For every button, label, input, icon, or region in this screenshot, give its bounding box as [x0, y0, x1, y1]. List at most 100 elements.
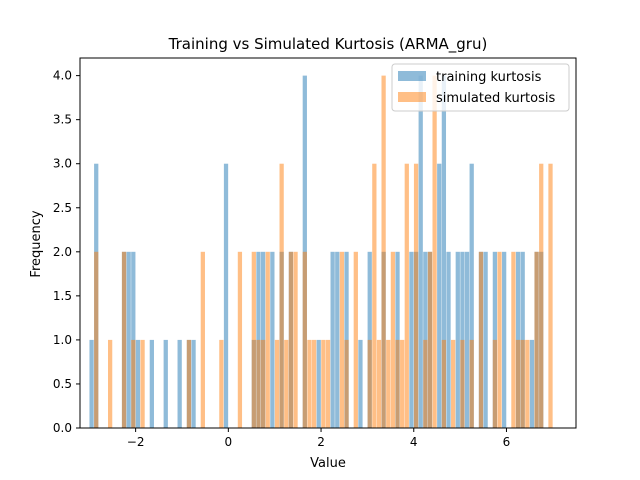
- bar-simulated-10: [256, 339, 261, 428]
- x-tick-label: 6: [503, 435, 511, 449]
- bar-simulated-48: [520, 339, 525, 428]
- bar-simulated-21: [321, 339, 326, 428]
- bar-simulated-32: [395, 339, 400, 428]
- bar-simulated-24: [344, 339, 349, 428]
- bar-simulated-52: [548, 163, 553, 428]
- bar-simulated-36: [423, 339, 428, 428]
- bar-simulated-50: [534, 251, 539, 428]
- bar-simulated-26: [367, 339, 372, 428]
- y-tick-label: 0.0: [53, 421, 72, 435]
- bar-training-32: [437, 163, 442, 428]
- bar-simulated-30: [386, 339, 391, 428]
- bar-training-21: [335, 251, 340, 428]
- bar-simulated-18: [302, 251, 307, 428]
- bar-training-40: [483, 251, 488, 428]
- bar-training-27: [409, 251, 414, 428]
- y-tick-label: 2.0: [53, 245, 72, 259]
- legend-swatch-training: [398, 71, 426, 81]
- bar-simulated-13: [274, 339, 280, 428]
- y-tick-label: 3.5: [53, 113, 72, 127]
- x-tick-label: 2: [317, 435, 325, 449]
- bar-simulated-25: [353, 251, 358, 428]
- legend-box: [391, 63, 570, 112]
- bar-training-35: [455, 251, 460, 428]
- bar-simulated-22: [325, 339, 331, 428]
- y-tick-label: 0.5: [53, 377, 72, 391]
- x-axis-label: Value: [310, 456, 346, 471]
- bar-simulated-29: [381, 75, 386, 429]
- legend-swatch-simulated: [398, 92, 426, 102]
- bar-simulated-39: [441, 339, 447, 428]
- bar-simulated-5: [186, 339, 192, 428]
- bar-training-29: [418, 75, 423, 429]
- bar-training-10: [191, 339, 196, 428]
- bar-simulated-19: [307, 339, 312, 428]
- bar-simulated-16: [288, 251, 294, 428]
- bar-simulated-14: [279, 163, 284, 428]
- ticks-layer: −2 0 2 4 6 0.0 0.5 1.0 1.5 2.0 2.5 3.0 3.5 4.0: [53, 69, 510, 449]
- bar-training-15: [270, 251, 275, 428]
- bar-training-6: [149, 339, 154, 428]
- bar-training-38: [469, 163, 474, 428]
- bar-training-8: [177, 339, 182, 428]
- bar-simulated-0: [94, 251, 99, 428]
- bar-training-0: [89, 339, 94, 428]
- bar-training-42: [502, 251, 507, 428]
- legend: training kurtosis simulated kurtosis: [391, 63, 570, 112]
- bar-simulated-12: [265, 251, 270, 428]
- y-tick-label: 2.5: [53, 201, 72, 215]
- bar-training-33: [441, 75, 447, 429]
- bar-simulated-34: [404, 163, 409, 428]
- bar-simulated-42: [469, 339, 474, 428]
- bar-simulated-2: [121, 251, 127, 428]
- bar-training-19: [316, 339, 321, 428]
- bar-simulated-37: [427, 251, 433, 428]
- bar-simulated-11: [260, 339, 266, 428]
- bar-training-45: [529, 339, 535, 428]
- bar-simulated-33: [400, 339, 405, 428]
- bar-training-3: [126, 251, 131, 428]
- bar-simulated-6: [200, 251, 205, 428]
- bar-simulated-17: [293, 251, 298, 428]
- bar-simulated-20: [311, 339, 317, 428]
- legend-label-training: training kurtosis: [436, 70, 542, 85]
- bar-simulated-46: [511, 251, 516, 428]
- y-tick-label: 1.5: [53, 289, 72, 303]
- bar-simulated-8: [237, 251, 243, 428]
- bar-simulated-28: [376, 339, 382, 428]
- chart-title: Training vs Simulated Kurtosis (ARMA_gru…: [168, 35, 488, 54]
- bar-training-34: [446, 251, 451, 428]
- bar-simulated-31: [390, 251, 396, 428]
- bar-simulated-38: [432, 75, 437, 429]
- bar-training-23: [358, 339, 363, 428]
- bar-training-20: [330, 251, 335, 428]
- x-tick-label: 4: [410, 435, 418, 449]
- y-axis-label: Frequency: [29, 210, 44, 277]
- bar-simulated-15: [284, 339, 289, 428]
- bar-training-7: [163, 339, 168, 428]
- bar-simulated-43: [478, 251, 484, 428]
- bar-simulated-23: [339, 251, 345, 428]
- bar-training-5: [135, 339, 141, 428]
- bar-simulated-35: [413, 163, 419, 428]
- bar-simulated-27: [372, 163, 377, 428]
- y-tick-label: 1.0: [53, 333, 72, 347]
- bar-training-37: [464, 251, 470, 428]
- bar-simulated-1: [108, 339, 113, 428]
- bars-layer: [89, 75, 553, 429]
- x-tick-label: 0: [225, 435, 233, 449]
- bar-simulated-7: [219, 339, 224, 428]
- bar-simulated-40: [451, 339, 456, 428]
- bar-training-11: [223, 163, 229, 428]
- bar-simulated-44: [492, 339, 498, 428]
- bar-simulated-3: [131, 339, 136, 428]
- bar-simulated-47: [515, 339, 521, 428]
- bar-simulated-9: [251, 251, 256, 428]
- bar-simulated-49: [525, 339, 530, 428]
- bar-simulated-4: [140, 339, 145, 428]
- y-tick-label: 3.0: [53, 157, 72, 171]
- plot-area-border: [79, 57, 577, 429]
- y-tick-label: 4.0: [53, 69, 72, 83]
- axes-frame: [79, 57, 577, 429]
